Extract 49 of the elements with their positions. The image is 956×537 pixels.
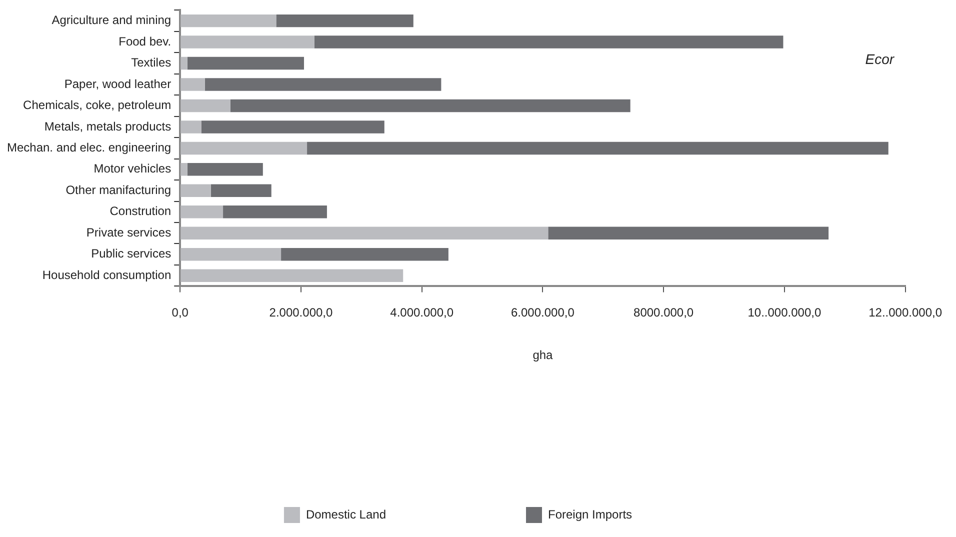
bar — [548, 226, 829, 240]
bar — [201, 120, 384, 134]
bar — [180, 14, 276, 28]
bar — [210, 184, 272, 198]
x-tick-label: 8000.000,0 — [634, 306, 694, 320]
legend-label: Foreign Imports — [548, 507, 632, 522]
y-tick-label: Mechan. and elec. engineering — [6, 140, 172, 155]
x-tick-label: 6.000.000,0 — [511, 306, 575, 320]
bar — [180, 56, 188, 70]
y-tick-label: Household consumption — [42, 268, 172, 282]
y-tick-label: Public services — [91, 246, 172, 261]
x-tick-label: 4.000.000,0 — [390, 306, 454, 320]
bar — [223, 206, 327, 218]
bar — [180, 99, 230, 112]
annotation: Ecor — [865, 51, 896, 68]
y-tick-label: Food bev. — [118, 34, 172, 48]
bar — [180, 163, 188, 176]
y-tick-label: Other manifacturing — [66, 182, 172, 197]
y-tick-label: Motor vehicles — [94, 162, 172, 176]
bar — [307, 142, 888, 155]
bar — [281, 248, 448, 261]
bar — [180, 248, 282, 261]
legend-label: Domestic Land — [306, 507, 386, 522]
y-tick-label: Metals, metals products — [44, 119, 172, 134]
bar — [180, 226, 548, 240]
bar — [180, 184, 211, 198]
x-tick-label: 0,0 — [172, 306, 189, 320]
bar — [180, 206, 224, 218]
bar — [180, 78, 205, 91]
bar — [187, 163, 263, 176]
y-tick-label: Paper, wood leather — [64, 76, 172, 91]
bar — [204, 78, 442, 91]
y-tick-label: Private services — [86, 225, 172, 240]
y-tick-label: Agriculture and mining — [52, 13, 172, 28]
bar — [314, 36, 784, 48]
y-tick-label: Constrution — [110, 204, 172, 218]
bar — [180, 269, 404, 282]
bar — [180, 142, 308, 155]
bar — [276, 14, 414, 28]
x-tick-label: 2.000.000,0 — [269, 306, 333, 320]
y-tick-label: Textiles — [131, 56, 172, 70]
y-tick-label: Chemicals, coke, petroleum — [23, 98, 172, 112]
x-tick-label: 10..000.000,0 — [748, 306, 822, 320]
bar — [180, 36, 314, 48]
bar — [187, 56, 304, 70]
bar — [230, 99, 630, 112]
x-axis-title: gha — [532, 348, 554, 362]
bar — [180, 120, 202, 134]
x-tick-label: 12..000.000,0 — [868, 306, 942, 320]
